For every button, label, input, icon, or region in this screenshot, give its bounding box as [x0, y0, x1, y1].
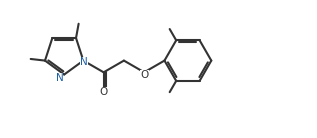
Text: N: N — [80, 57, 88, 67]
Text: O: O — [100, 87, 108, 97]
Text: O: O — [140, 70, 149, 80]
Text: N: N — [56, 73, 63, 83]
